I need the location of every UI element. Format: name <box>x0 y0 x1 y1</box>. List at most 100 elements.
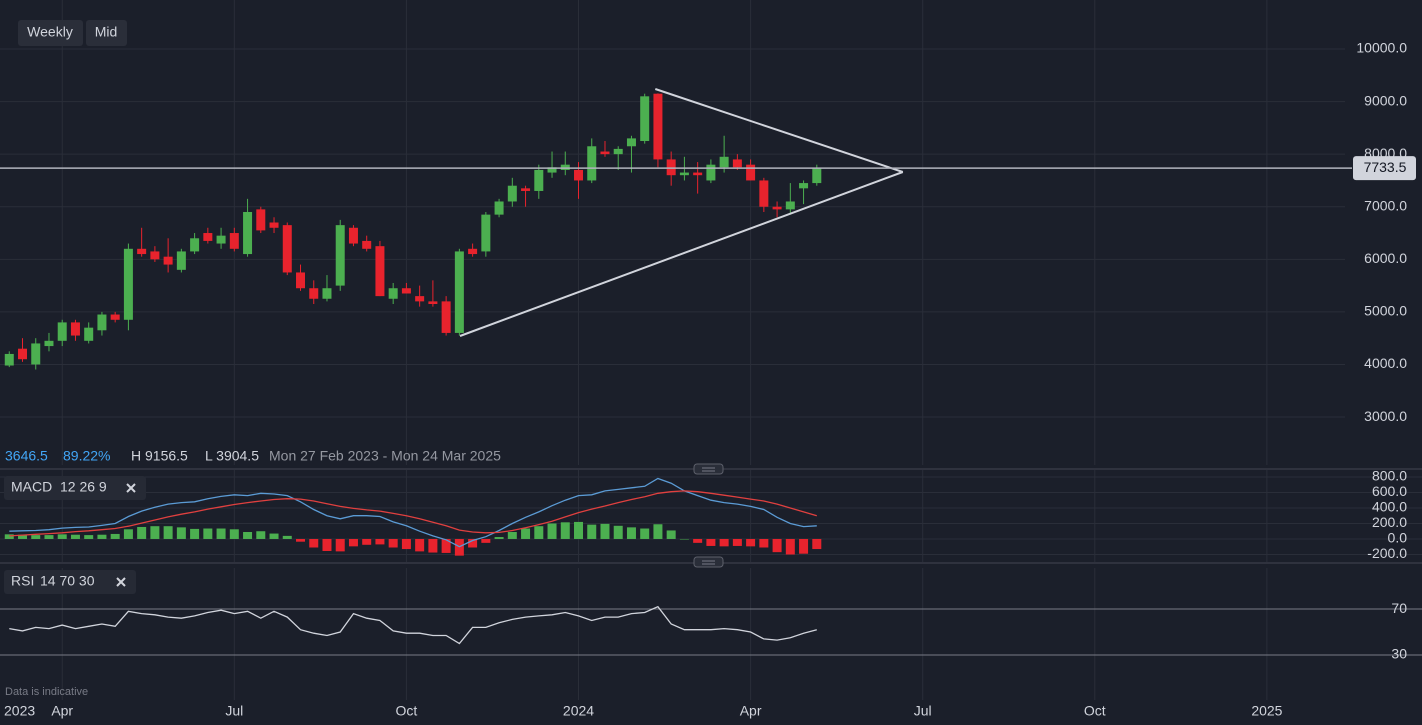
candle-body <box>388 288 398 299</box>
histogram-bar <box>626 527 636 539</box>
histogram-bar <box>759 538 769 548</box>
candle-body <box>693 172 703 176</box>
marks <box>0 88 1352 645</box>
close-icon[interactable] <box>116 577 126 587</box>
x-tick-label: Apr <box>740 703 762 719</box>
indicator-label-box <box>4 570 136 594</box>
histogram-bar <box>362 538 372 545</box>
histogram-bar <box>613 525 623 539</box>
price-mode-button[interactable] <box>86 20 127 46</box>
histogram-bar <box>534 526 544 539</box>
candle-body <box>110 314 120 320</box>
candle-body <box>190 238 200 252</box>
candle-body <box>574 169 584 181</box>
histogram-bar <box>335 538 345 552</box>
candle-body <box>269 222 279 228</box>
candle-body <box>507 185 517 202</box>
histogram-bar <box>84 535 94 539</box>
candle-body <box>243 211 253 255</box>
change-value: 3646.5 <box>5 448 48 464</box>
close-icon[interactable] <box>126 483 136 493</box>
histogram-bar <box>441 538 451 553</box>
trendline <box>459 171 904 337</box>
last-price-label: 7733.5 <box>1364 159 1407 175</box>
y-tick-label: 30 <box>1391 646 1407 662</box>
candle-body <box>785 201 795 210</box>
candle-body <box>415 296 425 302</box>
trendline <box>654 88 904 173</box>
indicator-label-box <box>4 476 146 500</box>
histogram-bar <box>309 538 319 548</box>
candle-body <box>4 353 14 366</box>
candle-body <box>282 225 292 273</box>
y-tick-label: 5000.0 <box>1364 303 1407 319</box>
candle-body <box>494 201 504 215</box>
histogram-bar <box>388 538 398 548</box>
candle-body <box>18 348 28 360</box>
histogram-bar <box>322 538 332 551</box>
histogram-bar <box>521 528 531 539</box>
price-mode-label: Mid <box>95 24 118 40</box>
histogram-bar <box>4 534 14 539</box>
indicator-line <box>9 477 817 548</box>
histogram-bar <box>666 530 676 539</box>
candle-body <box>137 248 147 255</box>
histogram-bar <box>123 529 133 539</box>
candle-body <box>812 168 822 184</box>
range-high: H 9156.5 <box>131 448 188 464</box>
x-tick-label: Oct <box>396 703 418 719</box>
histogram-bar <box>243 532 253 539</box>
histogram-bar <box>150 526 160 539</box>
histogram-bar <box>494 537 504 539</box>
footer-note: Data is indicative <box>5 686 88 698</box>
histogram-bar <box>57 534 67 539</box>
histogram-bar <box>600 523 610 539</box>
candle-body <box>481 214 491 252</box>
histogram-bar <box>468 538 478 548</box>
candle-body <box>799 183 809 189</box>
pane-resize-handle[interactable] <box>693 463 724 475</box>
histogram-bar <box>719 538 729 547</box>
y-tick-label: 3000.0 <box>1364 408 1407 424</box>
histogram-bar <box>269 533 279 539</box>
y-tick-label: 4000.0 <box>1364 355 1407 371</box>
histogram-bar <box>190 528 200 539</box>
histogram-bar <box>97 534 107 539</box>
histogram-bar <box>401 538 411 550</box>
interval-button[interactable] <box>18 20 83 46</box>
y-tick-label: -200.0 <box>1367 545 1407 561</box>
histogram-bar <box>799 538 809 554</box>
candle-body <box>746 164 756 181</box>
range-low: L 3904.5 <box>205 448 259 464</box>
pane-resize-handle[interactable] <box>693 556 724 568</box>
indicator-params: 14 70 30 <box>40 573 95 589</box>
histogram-bar <box>587 524 597 539</box>
candle-body <box>97 314 107 331</box>
candle-body <box>216 235 226 244</box>
histogram-bar <box>296 538 306 542</box>
histogram-bar <box>507 532 517 539</box>
last-price-tag <box>1353 156 1416 181</box>
x-tick-label: 2024 <box>563 703 594 719</box>
histogram-bar <box>772 538 782 553</box>
candle-body <box>454 251 464 333</box>
y-tick-label: 70 <box>1391 600 1407 616</box>
histogram-bar <box>44 535 54 539</box>
x-tick-label: Jul <box>914 703 932 719</box>
candle-body <box>375 246 385 297</box>
histogram-bar <box>693 538 703 543</box>
candle-body <box>31 343 41 365</box>
candle-body <box>441 301 451 333</box>
indicator-line <box>9 605 817 645</box>
histogram-bar <box>176 527 186 539</box>
histogram-bar <box>679 538 689 540</box>
y-tick-label: 600.0 <box>1372 483 1407 499</box>
histogram-bar <box>18 534 28 539</box>
candle-body <box>44 340 54 347</box>
candle-body <box>587 146 597 181</box>
candle-body <box>666 159 676 176</box>
y-tick-label: 400.0 <box>1372 499 1407 515</box>
grid <box>0 0 1422 700</box>
y-tick-label: 9000.0 <box>1364 92 1407 108</box>
